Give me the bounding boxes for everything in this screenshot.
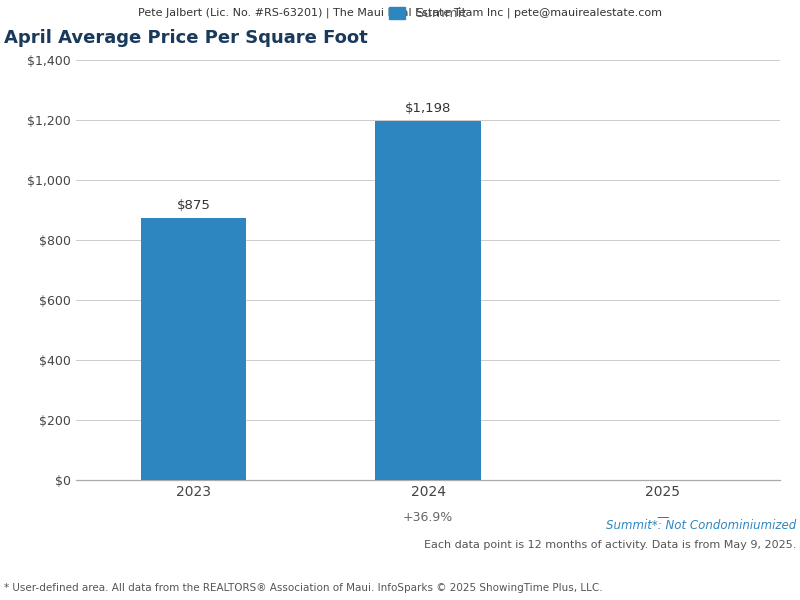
Text: Pete Jalbert (Lic. No. #RS-63201) | The Maui Real Estate Team Inc | pete@mauirea: Pete Jalbert (Lic. No. #RS-63201) | The … [138,7,662,18]
Text: $1,198: $1,198 [405,102,451,115]
Text: April Average Price Per Square Foot: April Average Price Per Square Foot [4,29,368,47]
Text: Summit*: Not Condominiumized: Summit*: Not Condominiumized [606,519,796,532]
Text: $875: $875 [176,199,210,212]
Legend: Summit: Summit [384,1,472,25]
Text: Each data point is 12 months of activity. Data is from May 9, 2025.: Each data point is 12 months of activity… [424,540,796,550]
Text: —: — [657,511,669,524]
Bar [141,217,246,480]
Text: * User-defined area. All data from the REALTORS® Association of Maui. InfoSparks: * User-defined area. All data from the R… [4,583,602,593]
Bar [375,121,481,480]
Text: +36.9%: +36.9% [403,511,453,524]
